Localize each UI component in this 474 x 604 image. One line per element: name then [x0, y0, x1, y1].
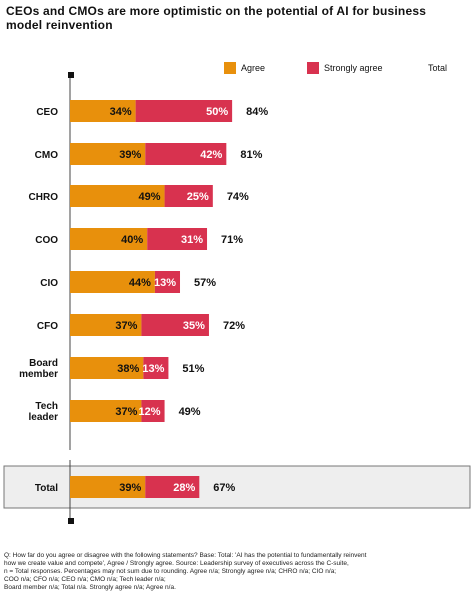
category-label: CEO [36, 107, 58, 118]
bar-strongly-agree [164, 185, 213, 207]
data-label-agree: 40% [121, 234, 143, 246]
bar-strongly-agree [143, 357, 169, 379]
data-label-strongly-agree: 50% [206, 106, 228, 118]
data-label-total: 84% [246, 106, 268, 118]
data-label-total: 67% [213, 482, 235, 494]
data-label-strongly-agree: 28% [173, 482, 195, 494]
data-label-agree: 39% [119, 149, 141, 161]
category-label: COO [35, 235, 58, 246]
legend-agree-swatch [224, 62, 236, 74]
footnote-line: Q: How far do you agree or disagree with… [4, 552, 367, 559]
bar-strongly-agree [145, 476, 200, 498]
chart-title: CEOs and CMOs are more optimistic on the… [6, 4, 427, 32]
bar-agree [70, 400, 142, 422]
data-label-strongly-agree: 42% [200, 149, 222, 161]
bar-agree [70, 100, 136, 122]
category-label: CFO [37, 321, 58, 332]
data-label-strongly-agree: 25% [187, 191, 209, 203]
data-label-total: 49% [179, 406, 201, 418]
footnote-line: how we create value and compete', Agree … [4, 560, 349, 567]
data-label-total: 74% [227, 191, 249, 203]
bar-strongly-agree [145, 143, 227, 165]
data-label-agree: 39% [119, 482, 141, 494]
data-label-strongly-agree: 31% [181, 234, 203, 246]
bar-agree [70, 357, 144, 379]
data-label-agree: 34% [110, 106, 132, 118]
bar-agree [70, 314, 142, 336]
data-label-agree: 44% [129, 277, 151, 289]
total-highlight-box [3, 465, 471, 509]
data-label-strongly-agree: 12% [139, 406, 161, 418]
bar-agree [70, 143, 146, 165]
bar-agree [70, 228, 148, 250]
data-label-total: 72% [223, 320, 245, 332]
data-label-strongly-agree: 35% [183, 320, 205, 332]
footnote-line: Board member n/a; Total n/a. Strongly ag… [4, 584, 176, 591]
legend: Agree Strongly agree Total [0, 60, 474, 76]
category-label: Tech leader [29, 401, 59, 423]
data-label-total: 81% [240, 149, 262, 161]
bar-strongly-agree [141, 400, 165, 422]
data-label-total: 57% [194, 277, 216, 289]
bar-strongly-agree [135, 100, 233, 122]
category-label: CMO [35, 150, 59, 161]
legend-strongly-agree-label: Strongly agree [324, 63, 383, 73]
bar-strongly-agree [147, 228, 208, 250]
data-label-agree: 37% [115, 406, 137, 418]
bar-agree [70, 271, 155, 293]
category-label: Total [35, 483, 58, 494]
axis-end-marker [68, 518, 74, 524]
footnote-line: COO n/a; CFO n/a; CEO n/a; CMO n/a; Tech… [4, 576, 166, 583]
legend-total-label: Total [428, 63, 448, 73]
data-label-total: 51% [182, 363, 204, 375]
data-label-strongly-agree: 13% [154, 277, 176, 289]
bar-agree [70, 476, 146, 498]
data-label-agree: 38% [117, 363, 139, 375]
bar-strongly-agree [154, 271, 181, 293]
category-label: CIO [40, 278, 58, 289]
axis-end-marker [68, 72, 74, 78]
data-label-strongly-agree: 13% [142, 363, 164, 375]
bar-agree [70, 185, 165, 207]
data-label-total: 71% [221, 234, 243, 246]
legend-agree-label: Agree [241, 63, 266, 73]
legend-strongly-agree-swatch [307, 62, 319, 74]
category-label: Board member [19, 358, 58, 380]
footnote-line: n = Total responses. Percentages may not… [4, 568, 337, 575]
bar-strongly-agree [141, 314, 209, 336]
footnote: Q: How far do you agree or disagree with… [4, 552, 470, 592]
data-label-agree: 49% [139, 191, 161, 203]
data-label-agree: 37% [115, 320, 137, 332]
category-label: CHRO [29, 192, 59, 203]
